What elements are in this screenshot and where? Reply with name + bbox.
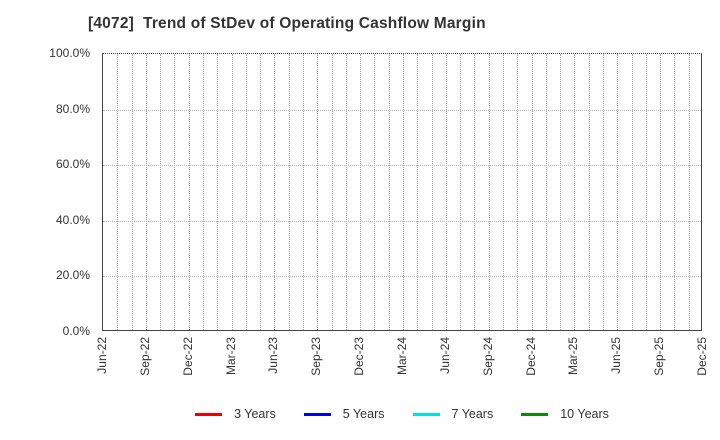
x-tick-label: Sep-24 xyxy=(480,337,495,376)
legend-label: 10 Years xyxy=(560,407,609,421)
gridline-vertical-major xyxy=(145,54,147,330)
gridline-horizontal xyxy=(103,109,701,111)
gridline-vertical-minor xyxy=(117,54,119,330)
gridline-vertical-minor xyxy=(245,54,247,330)
legend-item: 10 Years xyxy=(521,407,609,421)
gridline-vertical-major xyxy=(531,54,533,330)
legend-item: 3 Years xyxy=(195,407,276,421)
gridline-vertical-minor xyxy=(588,54,590,330)
gridline-vertical-minor xyxy=(431,54,433,330)
gridline-vertical-minor xyxy=(131,54,133,330)
y-tick-label: 0.0% xyxy=(62,324,90,338)
gridline-vertical-minor xyxy=(631,54,633,330)
legend-item: 5 Years xyxy=(303,407,385,421)
gridline-vertical-minor xyxy=(517,54,519,330)
gridline-vertical-minor xyxy=(474,54,476,330)
y-tick-label: 60.0% xyxy=(55,157,90,172)
gridline-vertical-minor xyxy=(688,54,690,330)
gridline-vertical-minor xyxy=(288,54,290,330)
y-tick-label: 100.0% xyxy=(49,46,90,60)
x-tick-label: Sep-23 xyxy=(309,337,324,376)
legend-label: 7 Years xyxy=(451,407,494,421)
legend-label: 3 Years xyxy=(234,407,276,421)
x-tick-label: Dec-25 xyxy=(695,337,709,376)
gridline-vertical-minor xyxy=(174,54,176,330)
legend-line-swatch xyxy=(303,412,331,416)
gridline-vertical-major xyxy=(360,54,362,330)
gridline-vertical-minor xyxy=(374,54,376,330)
gridline-horizontal xyxy=(103,165,701,167)
x-tick-label: Mar-25 xyxy=(566,337,581,376)
x-tick-label: Mar-23 xyxy=(223,337,238,376)
chart-title: [4072] Trend of StDev of Operating Cashf… xyxy=(88,15,486,32)
x-tick-label: Sep-22 xyxy=(137,337,152,376)
x-tick-label: Jun-23 xyxy=(266,337,281,374)
gridline-horizontal xyxy=(103,220,701,222)
plot-area xyxy=(102,53,702,331)
gridline-horizontal xyxy=(103,276,701,278)
x-tick-label: Jun-24 xyxy=(437,337,452,374)
gridline-vertical-minor xyxy=(260,54,262,330)
gridline-vertical-major xyxy=(231,54,233,330)
gridline-vertical-major xyxy=(403,54,404,330)
gridline-vertical-major xyxy=(617,54,619,330)
gridline-vertical-major xyxy=(317,54,319,330)
gridline-vertical-major xyxy=(574,54,576,330)
x-tick-label: Sep-25 xyxy=(652,337,667,376)
legend-line-swatch xyxy=(521,412,549,416)
gridline-vertical-minor xyxy=(217,54,219,330)
gridline-vertical-minor xyxy=(203,54,204,330)
legend-line-swatch xyxy=(195,412,223,416)
x-tick-label: Jun-25 xyxy=(609,337,624,374)
gridline-vertical-minor xyxy=(303,54,304,330)
x-tick-label: Dec-22 xyxy=(180,337,195,376)
gridline-vertical-minor xyxy=(331,54,333,330)
gridline-vertical-major xyxy=(445,54,447,330)
x-tick-label: Dec-23 xyxy=(352,337,367,376)
y-tick-label: 80.0% xyxy=(55,101,90,116)
gridline-vertical-minor xyxy=(503,54,504,330)
gridline-vertical-minor xyxy=(417,54,419,330)
gridline-vertical-minor xyxy=(160,54,162,330)
gridline-vertical-minor xyxy=(645,54,647,330)
legend-item: 7 Years xyxy=(412,407,494,421)
x-tick-label: Jun-22 xyxy=(95,337,109,374)
x-tick-label: Mar-24 xyxy=(395,337,409,376)
x-tick-label: Dec-24 xyxy=(523,337,538,376)
y-tick-label: 20.0% xyxy=(55,268,90,283)
gridline-vertical-major xyxy=(660,54,662,330)
gridline-vertical-minor xyxy=(460,54,462,330)
gridline-vertical-minor xyxy=(560,54,562,330)
legend: 3 Years 5 Years 7 Years 10 Years xyxy=(102,404,702,424)
gridline-vertical-minor xyxy=(603,54,604,330)
gridline-vertical-minor xyxy=(674,54,676,330)
legend-label: 5 Years xyxy=(342,407,385,421)
gridline-vertical-major xyxy=(188,54,190,330)
gridline-vertical-minor xyxy=(388,54,390,330)
gridline-vertical-major xyxy=(274,54,276,330)
legend-line-swatch xyxy=(412,412,440,416)
gridline-vertical-minor xyxy=(545,54,547,330)
gridline-vertical-major xyxy=(488,54,490,330)
gridline-vertical-minor xyxy=(345,54,347,330)
y-tick-label: 40.0% xyxy=(55,212,90,227)
